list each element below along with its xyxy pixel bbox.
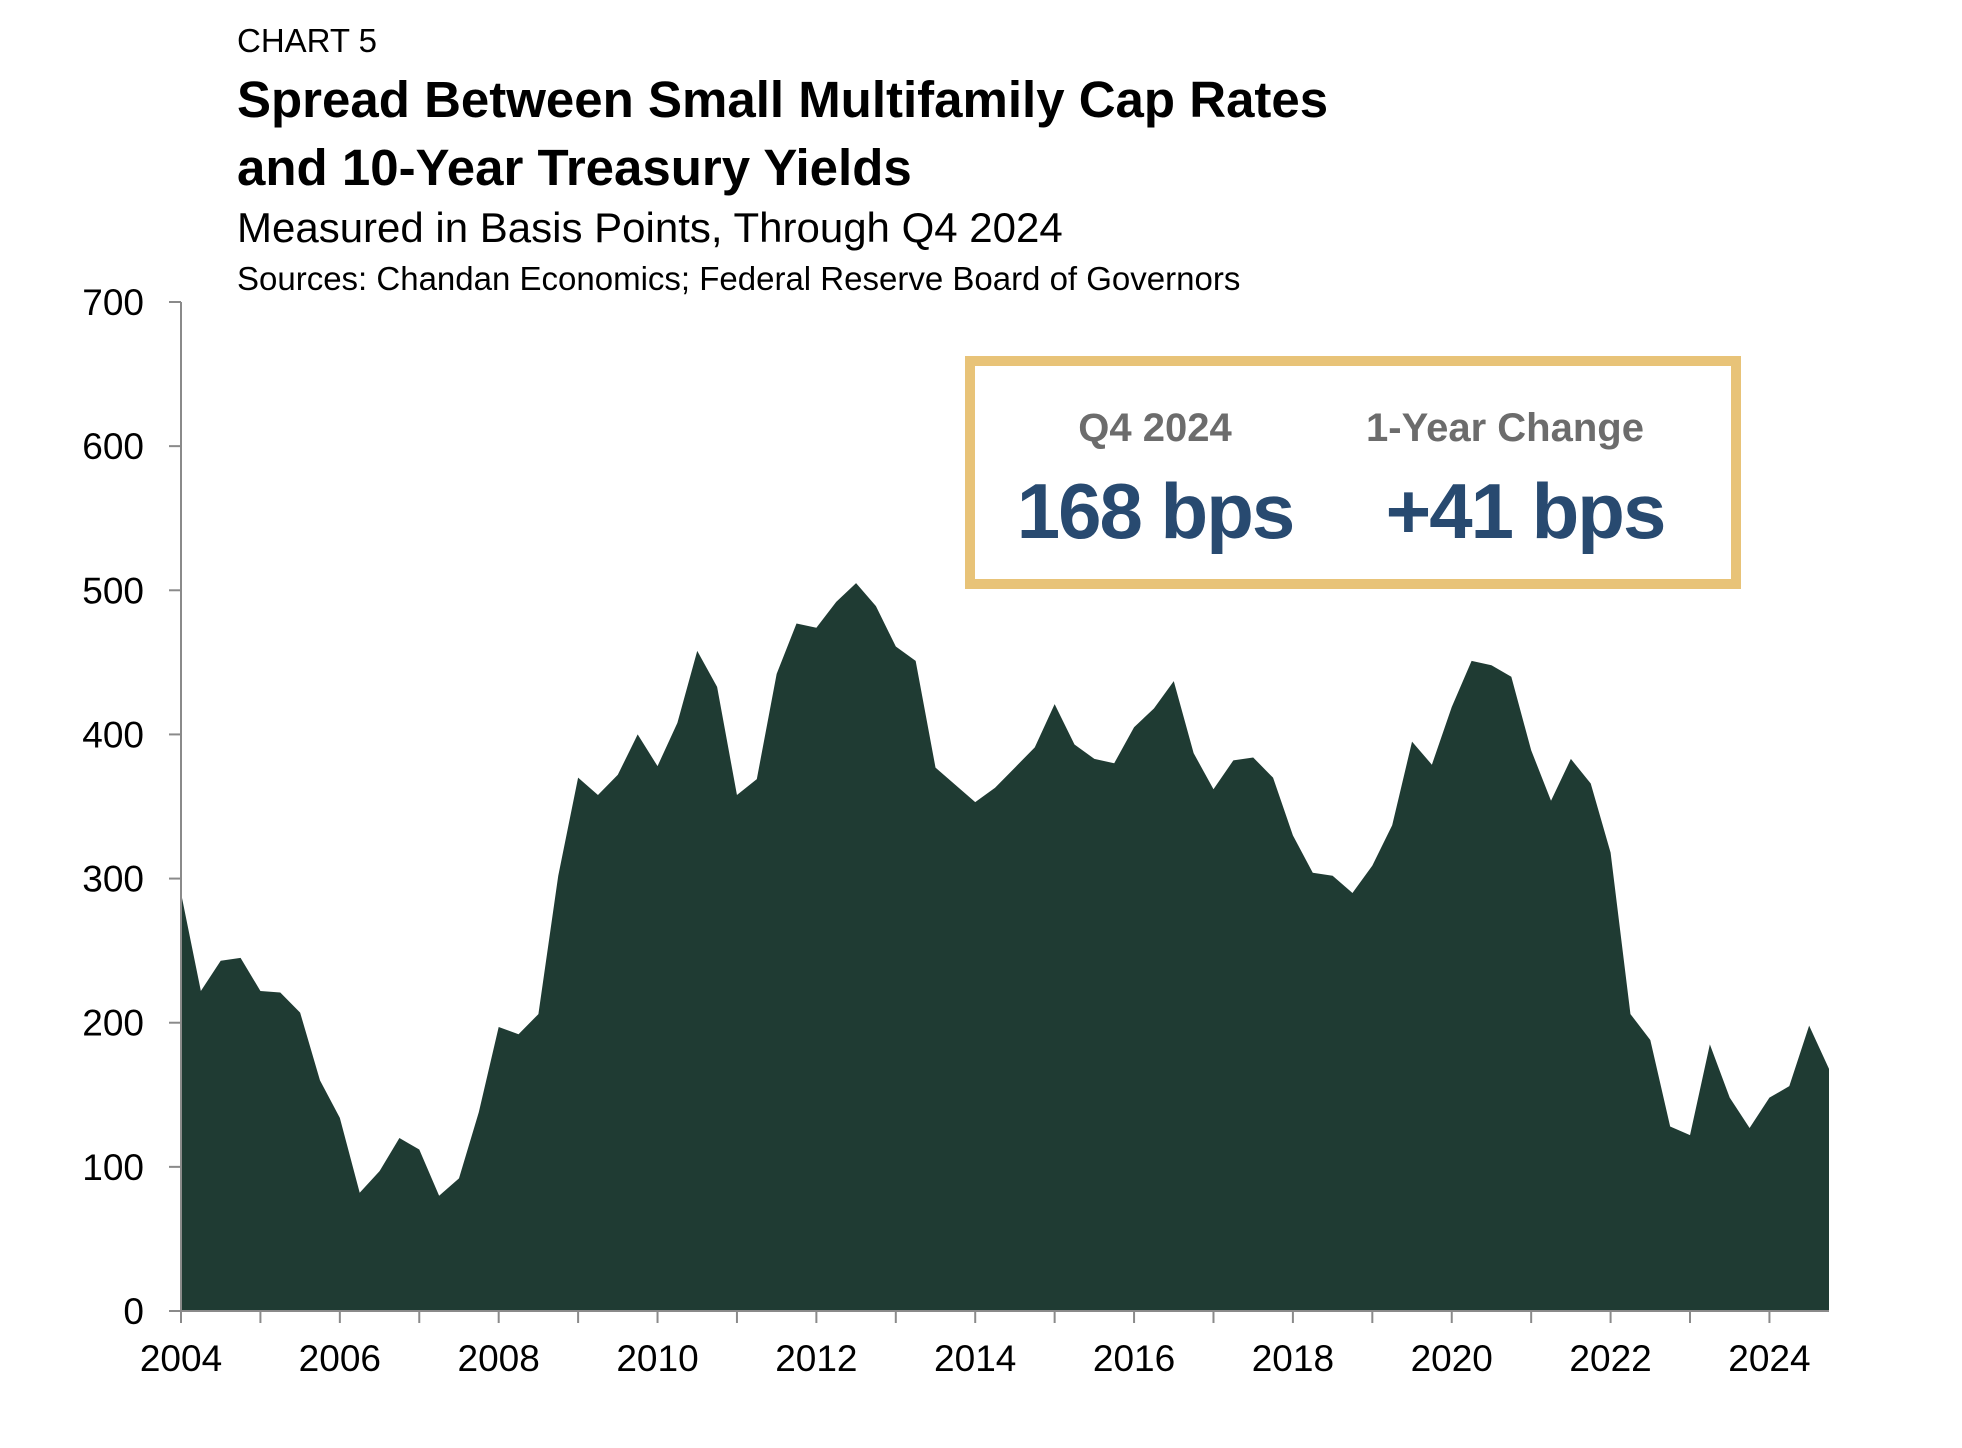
y-axis-ticks: 0 100 200 300 400 500 600 700 [82, 282, 181, 1332]
y-tick-label: 700 [82, 282, 144, 323]
axis-layer [180, 302, 1829, 1312]
x-tick-label: 2008 [458, 1338, 540, 1379]
chart-source: Sources: Chandan Economics; Federal Rese… [237, 260, 1241, 297]
y-tick-label: 0 [123, 1291, 144, 1332]
kpi-current-value: 168 bps [1016, 467, 1295, 555]
y-tick-label: 100 [82, 1147, 144, 1188]
chart-title-line1: Spread Between Small Multifamily Cap Rat… [237, 71, 1329, 128]
x-tick-label: 2010 [616, 1338, 698, 1379]
chart-subtitle: Measured in Basis Points, Through Q4 202… [237, 204, 1063, 251]
chart-eyebrow: CHART 5 [237, 22, 377, 59]
kpi-box: Q4 2024 168 bps 1-Year Change +41 bps [965, 356, 1741, 589]
x-tick-label: 2006 [299, 1338, 381, 1379]
spread-area [181, 583, 1829, 1311]
chart-title-line2: and 10-Year Treasury Yields [237, 139, 912, 196]
x-tick-label: 2024 [1728, 1338, 1810, 1379]
kpi-current-label: Q4 2024 [1078, 406, 1232, 450]
x-tick-label: 2012 [775, 1338, 857, 1379]
x-tick-label: 2018 [1252, 1338, 1334, 1379]
y-tick-label: 300 [82, 859, 144, 900]
y-tick-label: 400 [82, 714, 144, 755]
y-tick-label: 500 [82, 570, 144, 611]
kpi-change-label: 1-Year Change [1366, 406, 1644, 450]
y-tick-label: 200 [82, 1003, 144, 1044]
area-layer [181, 583, 1829, 1311]
kpi-change-value: +41 bps [1385, 467, 1667, 555]
x-tick-label: 2004 [140, 1338, 222, 1379]
x-tick-label: 2022 [1569, 1338, 1651, 1379]
x-axis-ticks: 2004 2006 2008 2010 2012 2014 2016 2018 2020 2022… [140, 1311, 1811, 1379]
x-tick-label: 2016 [1093, 1338, 1175, 1379]
x-tick-label: 2020 [1411, 1338, 1493, 1379]
x-tick-label: 2014 [934, 1338, 1016, 1379]
y-tick-label: 600 [82, 426, 144, 467]
